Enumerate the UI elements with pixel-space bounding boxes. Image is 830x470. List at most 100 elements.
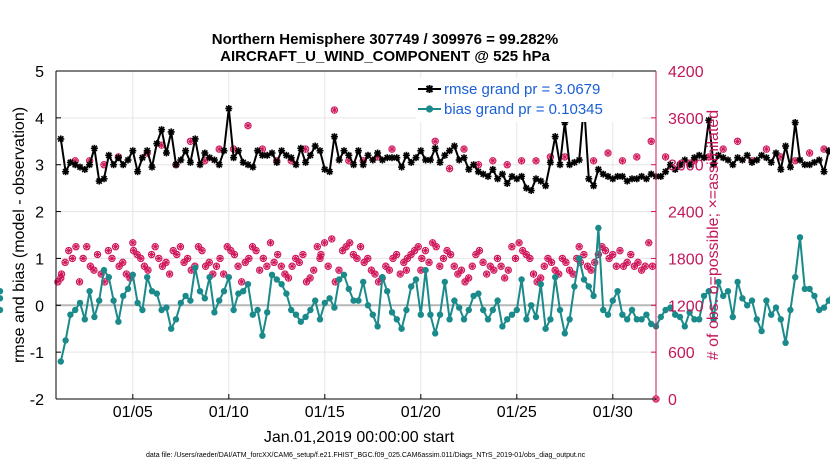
bias-point bbox=[686, 309, 693, 316]
obs-assimilated-marker bbox=[433, 243, 440, 250]
obs-assimilated-marker bbox=[310, 267, 317, 274]
bias-point bbox=[547, 316, 554, 323]
obs-possible-marker bbox=[313, 243, 322, 251]
bias-point bbox=[801, 285, 808, 293]
rmse-point bbox=[671, 165, 679, 173]
bias-point bbox=[192, 264, 199, 271]
obs-assimilated-marker bbox=[633, 153, 640, 160]
y-tick-label: 0 bbox=[35, 298, 44, 315]
obs-assimilated-marker bbox=[465, 274, 472, 281]
bias-point bbox=[648, 320, 655, 328]
obs-assimilated-marker bbox=[440, 255, 447, 262]
obs-assimilated-marker bbox=[720, 146, 727, 153]
bias-point bbox=[441, 278, 448, 286]
y2-tick-label: 3600 bbox=[668, 111, 704, 128]
obs-assimilated-marker bbox=[487, 263, 494, 270]
obs-possible-marker bbox=[72, 243, 80, 251]
rmse-point bbox=[345, 151, 353, 159]
bias-point bbox=[196, 288, 204, 295]
obs-assimilated-marker bbox=[792, 157, 799, 164]
rmse-point bbox=[278, 147, 286, 155]
rmse-point bbox=[110, 161, 118, 169]
bias-point bbox=[460, 316, 468, 323]
bias-point bbox=[484, 316, 492, 323]
rmse-point bbox=[254, 147, 262, 155]
bias-point bbox=[609, 297, 616, 304]
bias-point bbox=[201, 295, 208, 302]
rmse-point bbox=[417, 147, 425, 155]
rmse-point bbox=[306, 151, 314, 159]
rmse-point bbox=[201, 149, 209, 157]
rmse-point bbox=[359, 161, 367, 169]
rmse-point bbox=[738, 156, 746, 164]
obs-possible-marker bbox=[719, 145, 727, 153]
rmse-point bbox=[815, 156, 823, 164]
obs-possible-marker bbox=[414, 243, 422, 251]
obs-assimilated-marker bbox=[331, 107, 338, 114]
bias-point bbox=[643, 311, 650, 318]
obs-possible-marker bbox=[805, 149, 814, 157]
obs-assimilated-marker bbox=[436, 263, 443, 270]
bias-point bbox=[796, 234, 804, 241]
obs-possible-marker bbox=[277, 262, 285, 270]
rmse-point bbox=[311, 142, 319, 150]
obs-assimilated-marker bbox=[508, 243, 515, 250]
obs-assimilated-marker bbox=[806, 150, 813, 156]
rmse-point bbox=[594, 165, 602, 173]
bias-line bbox=[59, 227, 830, 362]
rmse-point bbox=[393, 154, 401, 162]
obs-assimilated-marker bbox=[173, 251, 180, 258]
bias-point bbox=[355, 297, 362, 304]
bias-point bbox=[561, 330, 568, 337]
bias-point bbox=[446, 316, 453, 323]
obs-assimilated-marker bbox=[364, 255, 371, 262]
rmse-line bbox=[59, 102, 830, 192]
obs-assimilated-marker bbox=[444, 247, 451, 254]
bias-point bbox=[163, 304, 170, 311]
rmse-point bbox=[268, 149, 276, 157]
rmse-point bbox=[119, 161, 127, 169]
obs-assimilated-marker bbox=[206, 259, 213, 266]
obs-assimilated-marker bbox=[80, 255, 87, 262]
bias-point bbox=[499, 323, 506, 330]
obs-possible-marker bbox=[75, 278, 84, 286]
obs-assimilated-marker bbox=[389, 146, 395, 153]
obs-possible-marker bbox=[609, 250, 617, 259]
y-tick-label: -1 bbox=[30, 345, 44, 362]
tick-labels-layer: -2 -1 0 1 2 3 4 5 01/05 01/10 01/15 01/20 01/25 01/30… bbox=[30, 64, 704, 421]
bias-point bbox=[604, 311, 612, 318]
bias-point bbox=[254, 306, 261, 314]
obs-assimilated-marker bbox=[69, 255, 76, 262]
obs-assimilated-marker bbox=[624, 259, 631, 266]
obs-possible-marker bbox=[436, 262, 444, 270]
rmse-point bbox=[537, 177, 545, 185]
bias-point bbox=[134, 299, 141, 307]
obs-assimilated-marker bbox=[184, 255, 191, 262]
x-tick-label: 01/20 bbox=[401, 404, 441, 421]
bias-point bbox=[782, 339, 789, 346]
obs-possible-marker bbox=[234, 262, 242, 270]
obs-assimilated-marker bbox=[105, 247, 112, 254]
obs-assimilated-marker bbox=[518, 157, 525, 164]
rmse-point bbox=[450, 142, 458, 150]
rmse-point bbox=[825, 147, 830, 155]
bias-point bbox=[336, 276, 343, 283]
obs-possible-marker bbox=[468, 262, 476, 270]
bias-point bbox=[283, 290, 290, 297]
bias-point bbox=[633, 316, 640, 323]
obs-assimilated-marker bbox=[148, 251, 155, 258]
bias-point bbox=[696, 316, 703, 323]
obs-possible-marker bbox=[589, 157, 598, 165]
rmse-point bbox=[710, 161, 718, 169]
obs-possible-marker bbox=[216, 254, 224, 263]
rmse-point bbox=[498, 170, 506, 178]
bias-point bbox=[748, 297, 756, 304]
obs-possible-marker bbox=[244, 121, 252, 130]
rmse-point bbox=[220, 147, 228, 155]
obs-possible-marker bbox=[147, 250, 156, 259]
obs-assimilated-marker bbox=[260, 255, 267, 262]
bias-point bbox=[91, 313, 98, 321]
rmse-point bbox=[470, 161, 478, 169]
obs-possible-marker bbox=[104, 246, 113, 255]
